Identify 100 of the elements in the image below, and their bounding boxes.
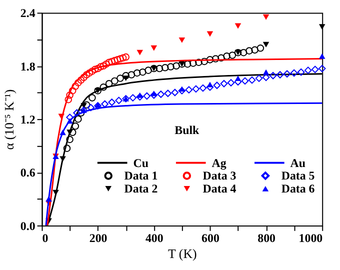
legend-label: Data 6 (281, 182, 315, 196)
point (290, 69, 298, 77)
point (241, 77, 249, 85)
point (68, 128, 76, 136)
point (206, 56, 214, 64)
point (318, 24, 326, 30)
point (167, 63, 174, 70)
point (213, 82, 221, 90)
x-tick-label: 400 (145, 230, 164, 245)
point (218, 54, 225, 62)
point (91, 66, 99, 74)
point (72, 122, 80, 130)
point (178, 37, 186, 43)
point (318, 53, 326, 59)
point (114, 56, 122, 64)
point (184, 60, 192, 68)
point (248, 76, 256, 84)
point (87, 104, 94, 112)
point (206, 31, 214, 37)
point (143, 92, 151, 100)
point (240, 48, 248, 56)
legend-label: Ag (212, 156, 226, 170)
point (150, 90, 158, 96)
point (72, 82, 80, 90)
point (86, 69, 94, 77)
point (122, 53, 130, 61)
point (100, 62, 108, 70)
point (68, 87, 76, 94)
x-tick-label: 800 (258, 230, 276, 245)
legend-label: Au (290, 156, 306, 170)
point (88, 94, 96, 102)
y-axis-title: α (10⁻⁵ K⁻¹) (1, 89, 16, 150)
legend-label: Data 5 (281, 168, 315, 183)
point (256, 44, 264, 52)
point (200, 58, 208, 66)
point (255, 74, 263, 82)
point (88, 68, 96, 75)
point (66, 118, 73, 124)
legend-label: Data 4 (202, 182, 236, 196)
point (94, 64, 102, 72)
point (190, 60, 197, 67)
legend-label: Data 3 (202, 168, 236, 183)
point (251, 46, 258, 54)
point (192, 85, 200, 93)
point (157, 90, 165, 98)
point (66, 136, 74, 144)
point (156, 64, 164, 72)
point (66, 92, 74, 99)
point (234, 23, 242, 29)
point (122, 72, 130, 80)
point (111, 56, 118, 64)
point (297, 68, 305, 76)
point (262, 69, 270, 75)
point (164, 90, 172, 98)
point (128, 71, 136, 78)
legend-label: Cu (133, 156, 149, 170)
point (66, 130, 73, 136)
point (206, 82, 214, 88)
point (77, 109, 85, 117)
x-tick-label: 600 (202, 230, 220, 245)
point (111, 77, 118, 85)
point (276, 71, 284, 78)
point (150, 45, 158, 51)
point (74, 79, 82, 86)
point (171, 88, 179, 96)
point (119, 54, 127, 62)
point (115, 96, 122, 104)
point (227, 79, 235, 86)
point (82, 71, 90, 78)
x-tick-label: 0 (42, 230, 48, 245)
point (262, 74, 270, 82)
y-tick-label: 1.2 (20, 112, 36, 127)
point (58, 114, 65, 120)
point (228, 52, 236, 59)
point (178, 87, 186, 94)
point (60, 156, 66, 162)
point (178, 86, 186, 92)
point (80, 74, 88, 82)
point (96, 63, 104, 70)
point (144, 66, 152, 74)
point (199, 84, 207, 92)
point (234, 76, 242, 82)
point (195, 58, 202, 66)
x-axis-title: T (K) (168, 246, 197, 261)
point (283, 70, 291, 78)
legend-label: Data 1 (124, 168, 158, 183)
point (60, 130, 66, 136)
point (136, 92, 144, 98)
point (311, 66, 319, 74)
y-tick-label: 0.6 (20, 166, 36, 180)
y-tick-label: 1.8 (20, 59, 36, 74)
point (102, 60, 110, 68)
point (185, 86, 193, 94)
point (77, 76, 85, 84)
point (122, 76, 130, 82)
x-tick-label: 1000 (298, 230, 323, 245)
point (304, 66, 312, 74)
point (136, 50, 144, 56)
annotation: Bulk (174, 122, 200, 137)
point (139, 68, 146, 76)
